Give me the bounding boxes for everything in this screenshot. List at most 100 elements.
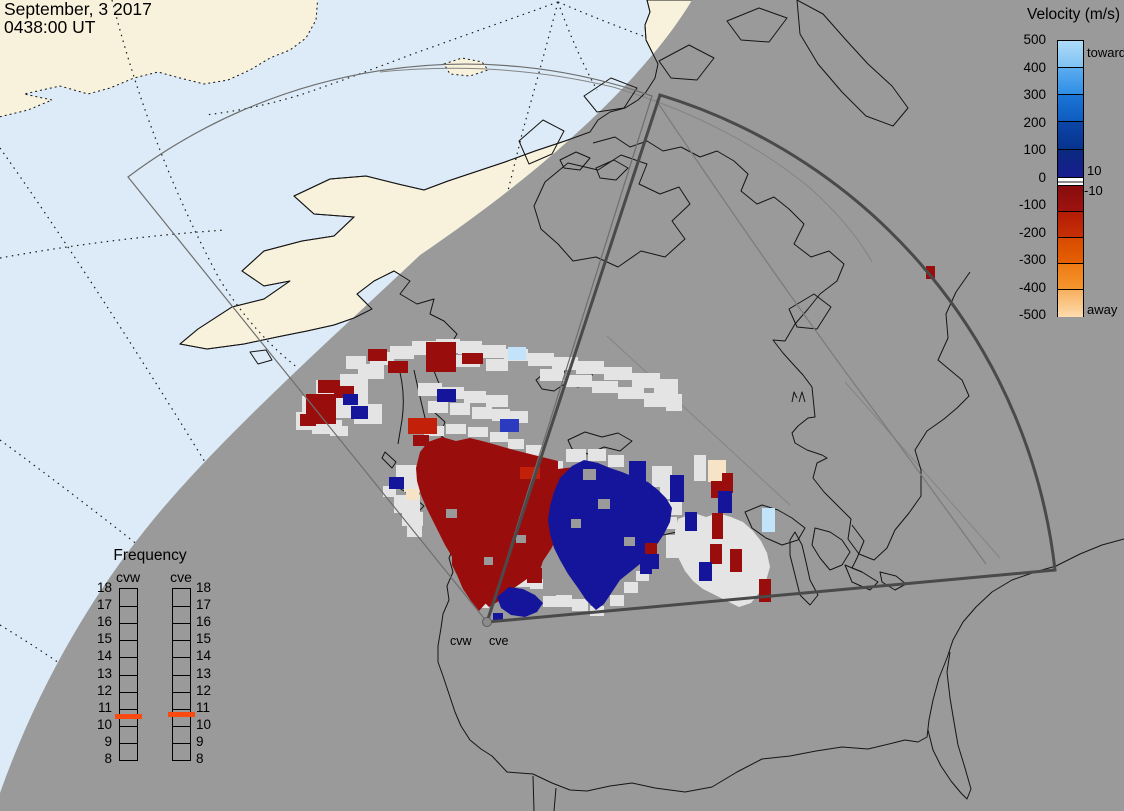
frequency-bar-tick bbox=[173, 726, 190, 727]
coastline bbox=[592, 136, 971, 561]
frequency-col-label-cvw: cvw bbox=[115, 569, 141, 585]
velocity-cell bbox=[566, 375, 592, 387]
coastline bbox=[791, 391, 806, 403]
velocity-cell bbox=[437, 389, 456, 402]
frequency-marker-cve bbox=[168, 712, 195, 717]
coastline bbox=[927, 651, 972, 800]
velocity-cell bbox=[527, 568, 542, 583]
frequency-bar-tick bbox=[120, 606, 137, 607]
velocity-cell bbox=[484, 557, 493, 565]
day-region bbox=[0, 0, 692, 793]
frequency-tick-label: 17 bbox=[196, 597, 212, 613]
coastline bbox=[381, 451, 397, 469]
velocity-cell bbox=[556, 595, 572, 607]
velocity-cell bbox=[624, 537, 635, 546]
velocity-tick-label: 100 bbox=[1023, 142, 1046, 157]
velocity-cell bbox=[446, 509, 457, 518]
graticule-line-day bbox=[557, 1, 598, 91]
velocity-cell bbox=[632, 373, 660, 388]
velocity-legend-title: Velocity (m/s) bbox=[1026, 6, 1120, 23]
velocity-cell bbox=[670, 475, 684, 502]
coastline bbox=[892, 538, 1124, 744]
velocity-cell bbox=[383, 486, 396, 497]
coastline bbox=[249, 349, 273, 365]
frequency-bar-tick bbox=[120, 657, 137, 658]
velocity-cell bbox=[418, 383, 442, 396]
velocity-cell bbox=[583, 469, 596, 480]
frequency-tick-label: 18 bbox=[96, 580, 112, 595]
frequency-bar-tick bbox=[173, 623, 190, 624]
frequency-bar-tick bbox=[120, 743, 137, 744]
frequency-tick-label: 16 bbox=[196, 614, 212, 630]
velocity-cell bbox=[610, 595, 624, 606]
frequency-tick-label: 9 bbox=[104, 733, 112, 749]
velocity-cell bbox=[516, 535, 526, 543]
velocity-cell bbox=[493, 613, 503, 621]
velocity-cell bbox=[592, 381, 618, 393]
velocity-cell bbox=[486, 359, 508, 371]
velocity-cell bbox=[666, 394, 682, 411]
velocity-cell bbox=[330, 426, 348, 436]
frequency-tick-label: 10 bbox=[96, 716, 112, 732]
coastline bbox=[595, 159, 629, 181]
velocity-cell bbox=[571, 519, 581, 528]
white-ground-scatter-blob bbox=[675, 513, 770, 607]
graticule-line-night bbox=[606, 335, 791, 506]
pos-threshold-label: 10 bbox=[1087, 163, 1102, 178]
velocity-cell bbox=[450, 403, 470, 415]
coastline bbox=[518, 119, 565, 165]
frequency-bar-tick bbox=[173, 640, 190, 641]
velocity-cell bbox=[464, 391, 486, 403]
frequency-tick-label: 14 bbox=[196, 648, 212, 664]
velocity-cell bbox=[652, 466, 672, 487]
frequency-tick-label: 15 bbox=[96, 631, 112, 647]
blue-velocity-blob bbox=[548, 460, 672, 610]
velocity-cell bbox=[588, 449, 606, 461]
velocity-cell bbox=[624, 582, 638, 593]
velocity-tick-label: 500 bbox=[1023, 32, 1046, 47]
frequency-legend-title: Frequency bbox=[113, 547, 187, 564]
time-label: 0438:00 UT bbox=[4, 17, 96, 37]
colorbar-segment bbox=[1058, 150, 1083, 178]
date-label: September, 3 2017 bbox=[4, 0, 152, 19]
frequency-bar-cvw bbox=[119, 588, 138, 761]
coastline bbox=[553, 787, 557, 811]
frequency-tick-label: 8 bbox=[104, 751, 112, 766]
velocity-cell bbox=[654, 379, 678, 397]
graticule-line-day bbox=[0, 229, 226, 259]
radar-site-label-cve: cve bbox=[489, 634, 509, 648]
boundary-curve bbox=[655, 99, 987, 565]
frequency-tick-label: 13 bbox=[96, 665, 112, 681]
velocity-cell bbox=[576, 361, 604, 374]
velocity-tick-label: -500 bbox=[1018, 307, 1046, 322]
frequency-bar-tick bbox=[120, 640, 137, 641]
frequency-tick-label: 8 bbox=[196, 751, 204, 766]
frequency-bar-tick bbox=[173, 657, 190, 658]
velocity-tick-label: 400 bbox=[1023, 59, 1046, 75]
velocity-cell bbox=[636, 571, 649, 581]
velocity-cell bbox=[368, 349, 387, 361]
velocity-cell bbox=[694, 455, 706, 481]
velocity-cell bbox=[480, 345, 506, 358]
velocity-tick-label: -300 bbox=[1018, 252, 1046, 267]
daylit-landmass bbox=[0, 0, 319, 119]
frequency-bar-tick bbox=[173, 709, 190, 710]
velocity-cell bbox=[712, 513, 723, 539]
velocity-cell bbox=[685, 512, 697, 531]
away-label: away bbox=[1087, 302, 1118, 317]
graticule-line-day bbox=[501, 1, 559, 216]
colorbar-segment bbox=[1058, 95, 1083, 122]
frequency-tick-label: 12 bbox=[196, 682, 212, 698]
velocity-cell bbox=[462, 353, 483, 364]
velocity-tick-label: 200 bbox=[1023, 114, 1046, 130]
frequency-bar-tick bbox=[120, 709, 137, 710]
radar-fov-cve bbox=[484, 93, 1057, 624]
velocity-cell bbox=[389, 477, 404, 489]
velocity-cell bbox=[722, 473, 733, 493]
velocity-cell bbox=[458, 341, 482, 354]
frequency-tick-label: 13 bbox=[196, 665, 212, 681]
velocity-cell bbox=[346, 356, 366, 369]
frequency-marker-cvw bbox=[115, 714, 142, 719]
coastline bbox=[796, 0, 909, 127]
velocity-cell bbox=[540, 369, 564, 381]
